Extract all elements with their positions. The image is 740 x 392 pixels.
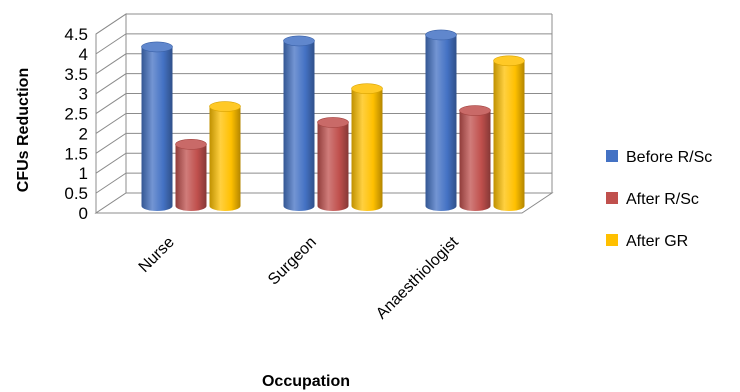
gridline [95, 112, 552, 134]
bar-top [317, 117, 349, 128]
gridline [95, 73, 552, 95]
bar-top [459, 105, 491, 116]
y-tick-label: 3 [79, 85, 88, 104]
legend-item: After R/Sc [606, 191, 699, 208]
legend-label: After GR [626, 233, 688, 250]
bar-top [175, 139, 207, 150]
legend-item: Before R/Sc [606, 149, 712, 166]
x-axis-title: Occupation [262, 373, 350, 390]
gridline [95, 93, 552, 114]
bar-body [459, 110, 491, 211]
legend-swatch [606, 192, 618, 204]
bar-body [351, 88, 383, 211]
bar-body [493, 60, 525, 211]
bars [141, 29, 525, 212]
x-tick-labels: Nurse Surgeon Anaesthiologist [136, 233, 463, 322]
gridlines [95, 13, 552, 194]
y-axis-title: CFUs Reduction [15, 68, 32, 192]
bar-body [283, 40, 315, 211]
bar [493, 55, 525, 211]
bar-top [209, 101, 241, 112]
gridline [95, 53, 552, 75]
bar [317, 117, 349, 211]
legend-label: After R/Sc [626, 191, 699, 208]
legend: Before R/Sc After R/Sc After GR [606, 149, 712, 250]
bar-top [141, 41, 173, 53]
legend-label: Before R/Sc [626, 149, 712, 166]
bar-body [317, 122, 349, 211]
legend-swatch [606, 150, 618, 162]
bar [209, 101, 241, 211]
legend-item: After GR [606, 233, 688, 250]
y-tick-label: 1.5 [64, 144, 88, 163]
x-tick-label: Anaesthiologist [373, 233, 462, 322]
y-tick-label: 4.5 [64, 25, 88, 44]
y-tick-label: 1 [79, 164, 88, 183]
bar-body [425, 34, 457, 212]
bar-body [175, 144, 207, 211]
y-tick-label: 0 [79, 204, 88, 223]
y-tick-labels: 00.511.522.533.544.5 [64, 25, 88, 223]
y-tick-label: 0.5 [64, 184, 88, 203]
gridline [95, 33, 552, 55]
gridline [95, 172, 552, 194]
bar [175, 139, 207, 211]
bar-body [209, 106, 241, 211]
gridline [95, 152, 552, 174]
bar-top [351, 83, 383, 94]
legend-swatch [606, 234, 618, 246]
y-tick-label: 4 [79, 45, 88, 64]
bar [425, 29, 457, 212]
y-tick-label: 3.5 [64, 65, 88, 84]
gridline [95, 13, 552, 35]
bar-top [425, 29, 457, 41]
bar [283, 35, 315, 211]
bar [351, 83, 383, 211]
x-tick-label: Surgeon [265, 234, 320, 289]
bar [459, 105, 491, 211]
bar-body [141, 46, 173, 212]
y-tick-label: 2 [79, 124, 88, 143]
bar [141, 41, 173, 212]
bar-top [493, 55, 525, 67]
y-tick-label: 2.5 [64, 105, 88, 124]
gridline [95, 132, 552, 154]
x-tick-label: Nurse [136, 234, 178, 276]
bar-top [283, 35, 315, 47]
